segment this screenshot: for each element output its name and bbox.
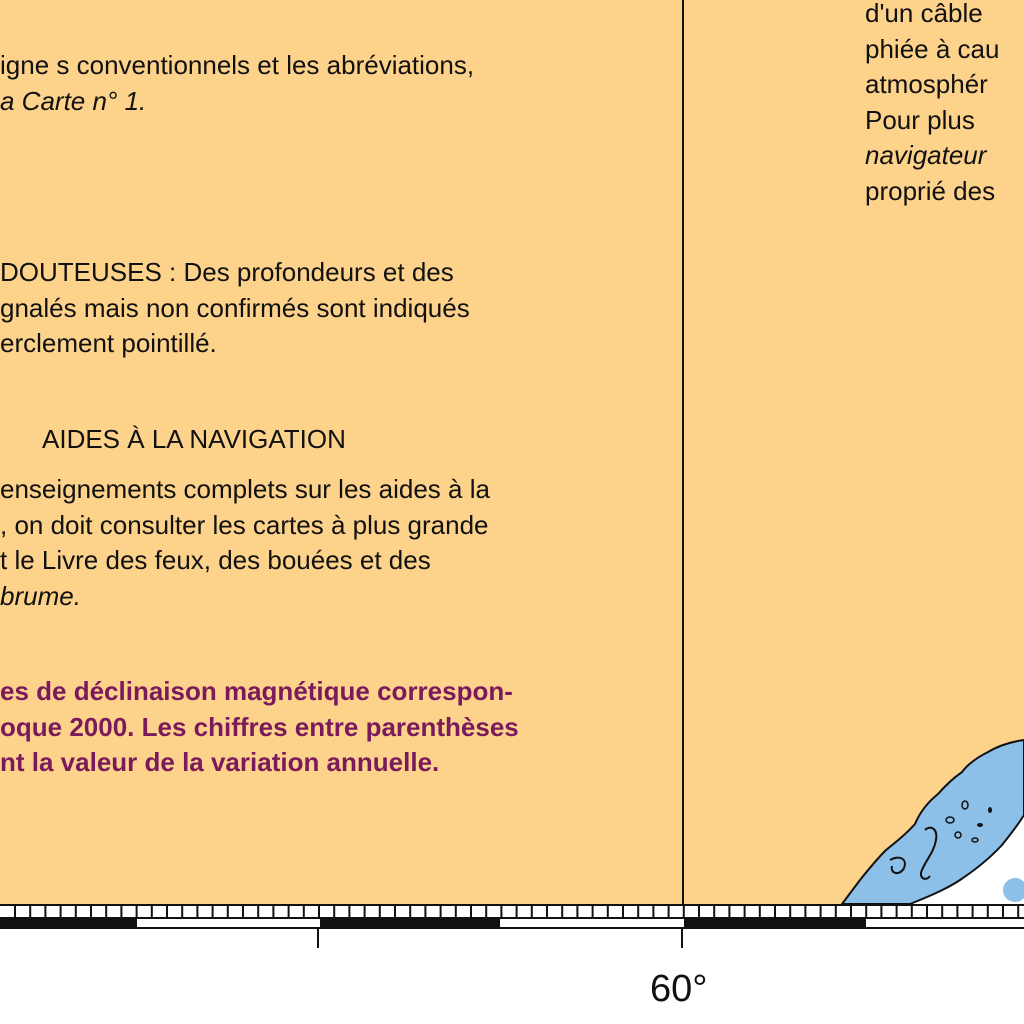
note-line: Pour plus [865,104,975,135]
note-magnetic-variation: es de déclinaison magnétique correspon- … [0,674,519,781]
note-line: gnalés mais non confirmés sont indiqués [0,292,470,323]
note-line: phiée à cau [865,33,1000,64]
note-conventional-signs: igne s conventionnels et les abréviation… [0,48,474,119]
note-line: oque 2000. Les chiffres entre parenthèse… [0,711,519,742]
note-line: , on doit consulter les cartes à plus gr… [0,509,489,540]
note-line: t le Livre des feux, des bouées et des [0,545,431,575]
note-line: DOUTEUSES : Des profondeurs et des [0,257,454,287]
chart-notes-panel [0,0,1024,904]
note-doubtful-depths: DOUTEUSES : Des profondeurs et des gnalé… [0,255,470,362]
coastline-map [840,738,1024,905]
note-line: navigateur [865,140,987,170]
note-line: a Carte n° 1. [0,85,147,116]
meridian-line [682,0,684,948]
latitude-scale-border [0,904,1024,950]
section-heading-navigation-aids: AIDES À LA NAVIGATION [42,424,346,454]
note-line: nt la valeur de la variation annuelle. [0,747,440,777]
note-line: proprié des [865,175,996,206]
note-line: erclement pointillé. [0,328,217,358]
note-line: brume. [0,580,81,611]
note-line: es de déclinaison magnétique correspon- [0,676,513,706]
note-line: igne s conventionnels et les abréviation… [0,50,475,80]
note-line: enseignements complets sur les aides à l… [0,474,490,504]
note-navigation-aids: enseignements complets sur les aides à l… [0,472,490,614]
note-line: d'un câble [865,0,983,28]
note-line: atmosphér [865,69,988,99]
longitude-label: 60° [650,968,708,1010]
right-column-notes: d'un câble phiée à cau atmosphér Pour pl… [865,0,999,209]
